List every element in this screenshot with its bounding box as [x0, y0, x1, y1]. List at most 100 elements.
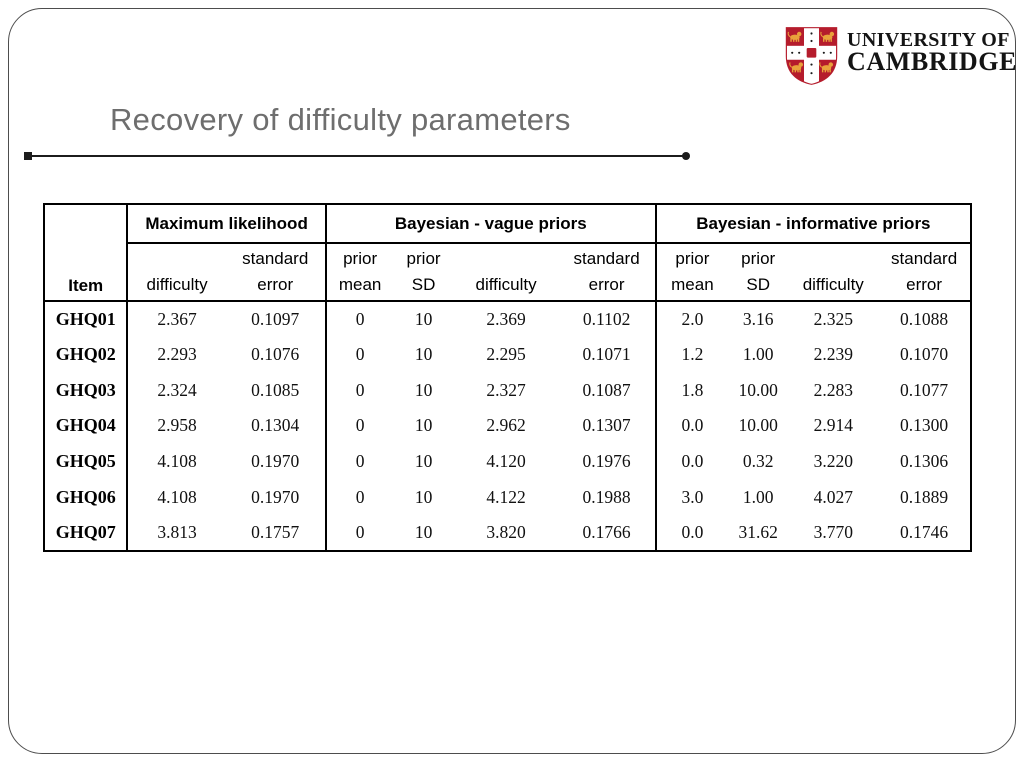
- col-header-line1: standard: [242, 249, 309, 268]
- group-header-2: Bayesian - informative priors: [654, 204, 971, 244]
- table-cell: 4.120: [486, 451, 526, 472]
- table-row: GHQ06 4.108 0.1970 0 10 4.122 0.1988 3.0 1.00 4.0…: [44, 479, 971, 516]
- table-cell: 0: [324, 443, 394, 480]
- col-header-line1: standard: [573, 249, 640, 268]
- table-row: GHQ02 2.293 0.1076 0 10 2.295 0.1071 1.2 1.00 2.2…: [44, 336, 971, 373]
- col-header: standard error: [558, 243, 656, 302]
- col-header: prior SD: [728, 243, 789, 302]
- table-cell: 10: [414, 486, 433, 507]
- underline-left-dot: [24, 152, 32, 160]
- logo-university-of: UNIVERSITY OF: [847, 29, 1010, 51]
- col-header: standard error: [225, 243, 326, 302]
- table-cell: 0: [324, 372, 394, 409]
- title-underline: [24, 152, 690, 160]
- group-header-0: Maximum likelihood: [126, 204, 326, 244]
- table-cell: 31.62: [738, 521, 778, 542]
- table-cell: 0.1102: [582, 308, 631, 329]
- table-cell: 0.1746: [900, 521, 949, 542]
- table-cell: 1.8: [654, 372, 729, 409]
- table-cell: 0.1071: [582, 344, 631, 365]
- logo-cambridge: CAMBRIDGE: [847, 47, 1018, 76]
- table-cell: 0.1087: [582, 379, 631, 400]
- col-header-line2: error: [257, 274, 294, 294]
- table-body: GHQ01 2.367 0.1097 0 10 2.369 0.1102 2.0 3.16 2.3…: [44, 301, 971, 551]
- table-cell: 1.00: [742, 486, 774, 507]
- table-cell: 10.00: [738, 415, 778, 436]
- col-header-line2: SD: [746, 274, 770, 294]
- row-label: GHQ04: [44, 408, 129, 444]
- col-header: prior SD: [393, 243, 454, 302]
- table-head: Item Maximum likelihood Bayesian - vague p…: [44, 204, 971, 302]
- table-cell: 0: [324, 301, 394, 337]
- logo-wordmark: UNIVERSITY OF CAMBRIDGE: [847, 29, 1018, 76]
- table-cell: 2.239: [813, 344, 853, 365]
- table-cell: 0.1300: [900, 415, 949, 436]
- center-book: [806, 47, 817, 58]
- table-cell: 10: [414, 344, 433, 365]
- row-label: GHQ05: [44, 443, 129, 480]
- table-cell: 0: [324, 479, 394, 516]
- group-header-1: Bayesian - vague priors: [324, 204, 656, 244]
- col-header: difficulty: [788, 243, 879, 302]
- table-cell: 0.1077: [900, 379, 949, 400]
- table-cell: 0: [324, 408, 394, 444]
- row-label: GHQ07: [44, 515, 129, 551]
- table-cell: 0.1070: [900, 344, 949, 365]
- col-header-line1: prior: [741, 249, 776, 268]
- table-cell: 10.00: [738, 379, 778, 400]
- table-cell: 0.1757: [251, 521, 300, 542]
- col-header-line1: prior: [406, 249, 441, 268]
- col-header-line1: standard: [891, 249, 958, 268]
- table-cell: 0.1097: [251, 308, 300, 329]
- table-cell: 0.1306: [900, 451, 949, 472]
- table-cell: 0: [324, 515, 394, 551]
- table-cell: 1.2: [654, 336, 729, 373]
- table-cell: 0.1088: [900, 308, 949, 329]
- table-cell: 2.0: [654, 301, 729, 337]
- row-label: GHQ06: [44, 479, 129, 516]
- table-cell: 2.295: [486, 344, 526, 365]
- table-cell: 4.122: [486, 486, 526, 507]
- table-cell: 2.962: [486, 415, 526, 436]
- table-cell: 4.027: [813, 486, 853, 507]
- table-row: GHQ01 2.367 0.1097 0 10 2.369 0.1102 2.0 3.16 2.3…: [44, 301, 971, 337]
- table-cell: 0.1988: [582, 486, 631, 507]
- table-row: GHQ05 4.108 0.1970 0 10 4.120 0.1976 0.0 0.32 3.2…: [44, 443, 971, 480]
- difficulty-parameters-table: Item Maximum likelihood Bayesian - vague p…: [43, 203, 972, 552]
- table-cell: 0.1307: [582, 415, 631, 436]
- col-header: difficulty: [127, 243, 226, 302]
- cambridge-shield-icon: [785, 27, 838, 85]
- slide-title: Recovery of difficulty parameters: [110, 102, 571, 137]
- table-cell: 2.293: [157, 344, 197, 365]
- table-cell: 0.1076: [251, 344, 300, 365]
- table-cell: 3.820: [486, 521, 526, 542]
- table-cell: 2.367: [157, 308, 197, 329]
- table-cell: 2.325: [813, 308, 853, 329]
- table-cell: 10: [414, 521, 433, 542]
- table-row: GHQ04 2.958 0.1304 0 10 2.962 0.1307 0.0 10.00 2.…: [44, 408, 971, 444]
- ermine-spots: [791, 32, 832, 75]
- row-label: GHQ01: [44, 301, 129, 337]
- table-cell: 3.220: [813, 451, 853, 472]
- table-cell: 2.324: [157, 379, 197, 400]
- col-header-line2: SD: [411, 274, 436, 294]
- col-header-line2: mean: [338, 274, 382, 294]
- table-cell: 4.108: [157, 451, 197, 472]
- table-cell: 3.770: [813, 521, 853, 542]
- underline-right-dot: [682, 152, 690, 160]
- table-cell: 2.914: [813, 415, 853, 436]
- table-cell: 10: [414, 415, 433, 436]
- col-header-line2: mean: [671, 274, 714, 294]
- table-cell: 0.1970: [251, 486, 300, 507]
- table-cell: 0.32: [742, 451, 774, 472]
- table-cell: 10: [414, 451, 433, 472]
- col-header-line1: prior: [675, 249, 710, 268]
- table-cell: 2.283: [813, 379, 853, 400]
- table-cell: 0.1970: [251, 451, 300, 472]
- col-header-line2: error: [588, 274, 625, 294]
- table-cell: 10: [414, 308, 433, 329]
- table-cell: 3.0: [654, 479, 729, 516]
- cambridge-logo: UNIVERSITY OF CAMBRIDGE: [783, 26, 1017, 86]
- table-cell: 0.1976: [582, 451, 631, 472]
